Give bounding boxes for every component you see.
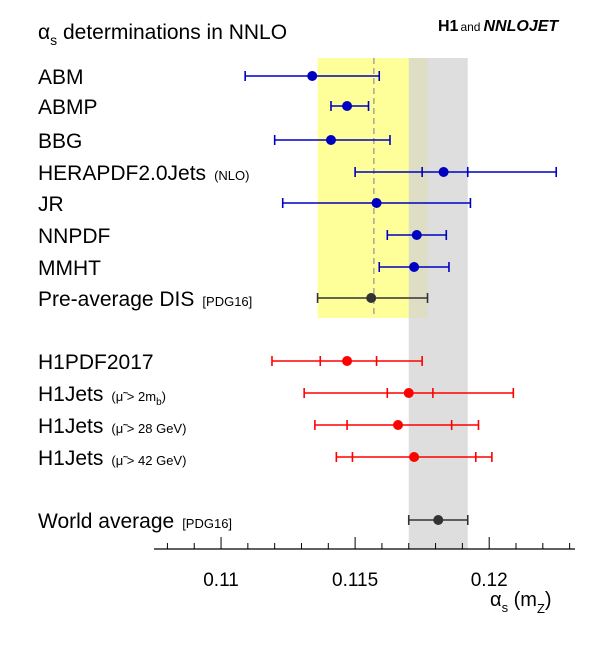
- point-0-4-marker: [371, 198, 382, 208]
- xlabel-sub: s: [502, 600, 509, 615]
- point-0-1-marker: [342, 101, 353, 111]
- xlabel-alpha: α: [490, 589, 502, 611]
- point-1-0-label: Pre-average DIS [PDG16]: [38, 288, 252, 311]
- chart-title: αs determinations in NNLO: [38, 21, 287, 48]
- point-0-5-marker: [411, 230, 422, 240]
- corner-h1: H1: [438, 18, 459, 35]
- bands-layer: [317, 58, 468, 549]
- point-0-0-marker: [307, 71, 318, 81]
- point-2-3-marker: [409, 452, 420, 462]
- point-0-6-label: MMHT: [38, 257, 101, 280]
- point-0-6-marker: [409, 262, 420, 272]
- corner-nnlojet: NNLOJET: [483, 18, 559, 35]
- x-tick-label: 0.11: [203, 570, 239, 591]
- marks-layer: [244, 71, 558, 525]
- x-axis: 0.11 0.115 0.12: [154, 537, 575, 591]
- xlabel-close: ): [545, 589, 552, 611]
- point-0-2-marker: [325, 135, 336, 145]
- point-2-0-marker: [342, 356, 353, 366]
- point-2-1-label: H1Jets (μ̃ > 2mb): [38, 383, 166, 408]
- world-average-band: [408, 58, 468, 549]
- point-2-2-marker: [393, 420, 404, 430]
- point-1-0-marker: [366, 293, 377, 303]
- row-labels: ABM ABMP BBG HERAPDF2.0Jets (NLO) JR NNPDF MMHT…: [38, 66, 252, 533]
- point-0-3-marker: [438, 167, 449, 177]
- point-0-1-label: ABMP: [38, 96, 98, 119]
- point-0-3-label: HERAPDF2.0Jets (NLO): [38, 162, 249, 185]
- point-2-3-label: H1Jets (μ̃ > 42 GeV): [38, 447, 186, 470]
- x-tick-label: 0.115: [332, 570, 378, 591]
- xlabel-sub2: Z: [537, 601, 545, 616]
- point-0-5-label: NNPDF: [38, 225, 110, 248]
- point-2-1-marker: [403, 388, 414, 398]
- title-rest: determinations in NNLO: [57, 21, 287, 44]
- xlabel-open: (m: [508, 589, 537, 611]
- title-alpha: α: [38, 21, 50, 44]
- corner-and: and: [460, 20, 480, 34]
- point-3-0-marker: [433, 515, 444, 525]
- point-2-2-label: H1Jets (μ̃ > 28 GeV): [38, 415, 186, 438]
- x-axis-label: αs (mZ): [490, 589, 552, 616]
- title-sub: s: [50, 32, 57, 48]
- x-tick-label: 0.12: [471, 570, 508, 591]
- point-0-2-label: BBG: [38, 130, 82, 153]
- point-2-0-label: H1PDF2017: [38, 351, 154, 374]
- point-3-0-label: World average [PDG16]: [38, 510, 232, 533]
- point-0-4-label: JR: [38, 193, 64, 216]
- point-0-0-label: ABM: [38, 66, 84, 89]
- corner-label: H1 and NNLOJET: [438, 18, 559, 35]
